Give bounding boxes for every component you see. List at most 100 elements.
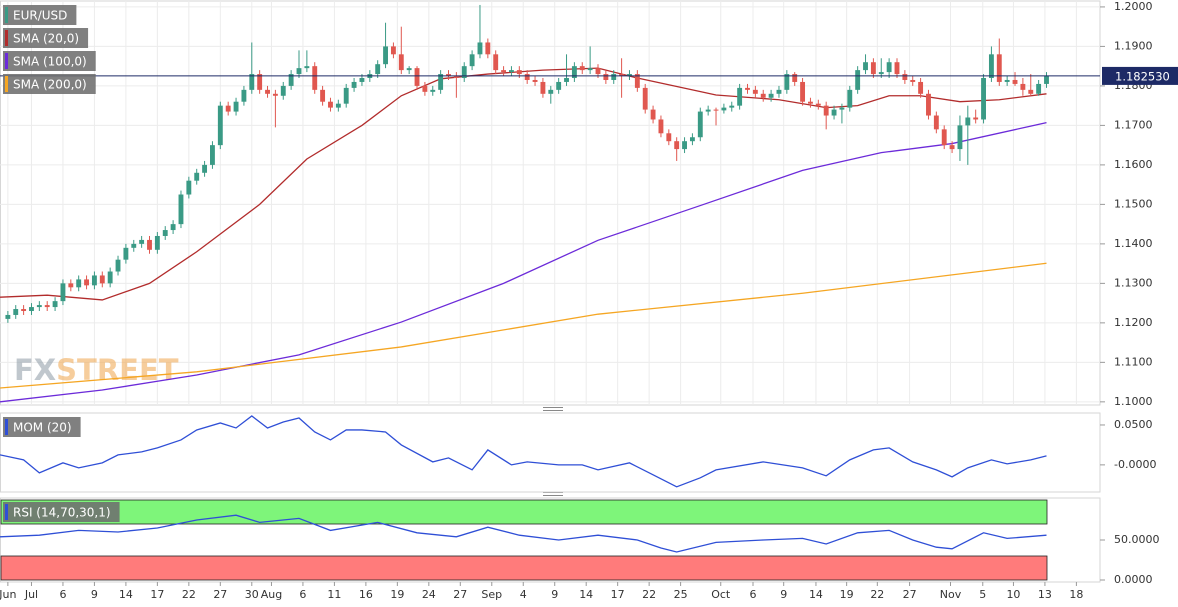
- legend-item: EUR/USD: [3, 5, 77, 25]
- x-tick-label: 6: [299, 588, 306, 601]
- candle-body: [477, 42, 483, 55]
- y-tick-label: 1.1100: [1114, 355, 1153, 368]
- legend-box: [3, 5, 77, 25]
- y-tick-label: 1.1400: [1114, 237, 1153, 250]
- candle-body: [99, 275, 105, 284]
- candle-body: [139, 239, 145, 244]
- candle-body: [855, 70, 861, 90]
- x-tick-label: 14: [809, 588, 823, 601]
- last-price-box: [1102, 66, 1178, 85]
- candle-body: [682, 141, 687, 150]
- candle-body: [933, 115, 939, 130]
- y-tick-label: 0.0000: [1114, 573, 1153, 586]
- candle-body: [941, 129, 947, 146]
- candle-body: [398, 54, 404, 71]
- x-tick-label: 9: [91, 588, 98, 601]
- legend-swatch: [5, 504, 8, 520]
- x-tick-label: 22: [182, 588, 196, 601]
- candle-body: [768, 93, 774, 98]
- indicator-line: [0, 121, 1047, 403]
- legend-box: [3, 502, 120, 522]
- candle-body: [194, 172, 200, 181]
- x-tick-label: 9: [551, 588, 558, 601]
- candle-body: [595, 68, 601, 75]
- candle-body: [5, 314, 11, 319]
- indicator-line: [0, 67, 1047, 301]
- candle-body: [611, 74, 617, 80]
- candle-body: [1028, 89, 1034, 94]
- candle-body: [210, 145, 215, 165]
- x-tick-label: 25: [674, 588, 688, 601]
- candle-body: [233, 101, 239, 112]
- candle-body: [1044, 75, 1049, 84]
- legend-swatch: [5, 76, 8, 92]
- candle-body: [131, 243, 137, 248]
- candle-body: [1004, 79, 1010, 82]
- x-tick-label: 18: [1069, 588, 1083, 601]
- candle-body: [1012, 79, 1018, 84]
- legend-swatch: [5, 30, 8, 46]
- x-tick-label: 30: [245, 588, 259, 601]
- legend-label: RSI (14,70,30,1): [13, 506, 111, 520]
- x-tick-label: Sep: [481, 588, 502, 601]
- candle-body: [202, 164, 208, 173]
- x-tick-label: 17: [611, 588, 625, 601]
- legend-label: SMA (200,0): [13, 78, 87, 92]
- candle-body: [540, 81, 546, 94]
- candle-body: [414, 68, 420, 86]
- candle-body: [351, 81, 357, 88]
- indicator-line: [0, 415, 1047, 488]
- candle-body: [296, 68, 302, 75]
- x-tick-label: 5: [979, 588, 986, 601]
- candle-body: [516, 70, 522, 75]
- x-tick-label: 27: [903, 588, 917, 601]
- legend-item: SMA (200,0): [3, 74, 96, 94]
- candle-body: [894, 62, 900, 75]
- x-tick-label: 14: [119, 588, 133, 601]
- candle-body: [729, 105, 735, 108]
- x-tick-label: Nov: [940, 588, 962, 601]
- candle-body: [776, 89, 782, 94]
- legend-swatch: [5, 53, 8, 69]
- candle-body: [697, 111, 703, 138]
- candle-body: [981, 78, 986, 120]
- legend-item: MOM (20): [3, 417, 81, 437]
- y-tick-label: 0.0500: [1114, 418, 1153, 431]
- candle-body: [619, 74, 625, 77]
- candle-body: [918, 81, 924, 94]
- candle-body: [36, 305, 42, 308]
- x-tick-label: 13: [1038, 588, 1052, 601]
- candle-body: [973, 117, 979, 120]
- legend-swatch: [5, 7, 8, 23]
- candle-body: [162, 230, 168, 236]
- candle-body: [154, 235, 160, 250]
- candle-body: [988, 54, 994, 79]
- y-tick-label: 1.2000: [1114, 0, 1153, 13]
- legend-item: SMA (20,0): [3, 28, 89, 48]
- candle-body: [186, 180, 192, 195]
- x-tick-label: Aug: [261, 588, 282, 601]
- candle-body: [383, 46, 388, 65]
- candle-body: [485, 42, 491, 55]
- last-price-label: 1.182530: [1115, 69, 1170, 83]
- y-tick-label: 1.1900: [1114, 39, 1153, 52]
- x-tick-label: 9: [780, 588, 787, 601]
- candle-body: [996, 54, 1002, 82]
- candle-body: [44, 305, 50, 308]
- candle-body: [13, 309, 19, 315]
- candle-body: [493, 54, 499, 71]
- candle-body: [839, 107, 845, 110]
- candle-body: [556, 81, 562, 90]
- candle-body: [241, 89, 247, 102]
- y-tick-label: 1.1500: [1114, 197, 1153, 210]
- candle-body: [84, 279, 89, 286]
- rsi-band: [0, 499, 1048, 525]
- candle-body: [713, 109, 719, 111]
- candle-body: [272, 93, 278, 96]
- x-tick-label: 24: [422, 588, 436, 601]
- candle-body: [249, 74, 255, 90]
- candle-body: [745, 87, 750, 90]
- candle-body: [1020, 83, 1026, 90]
- candle-body: [957, 125, 963, 150]
